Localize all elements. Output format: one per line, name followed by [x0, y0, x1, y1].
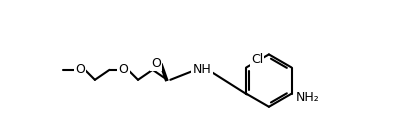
Text: NH: NH — [192, 63, 211, 76]
Text: O: O — [151, 57, 161, 70]
Text: Cl: Cl — [250, 53, 262, 66]
Text: O: O — [118, 63, 128, 76]
Text: O: O — [75, 63, 85, 76]
Text: NH₂: NH₂ — [295, 91, 318, 104]
